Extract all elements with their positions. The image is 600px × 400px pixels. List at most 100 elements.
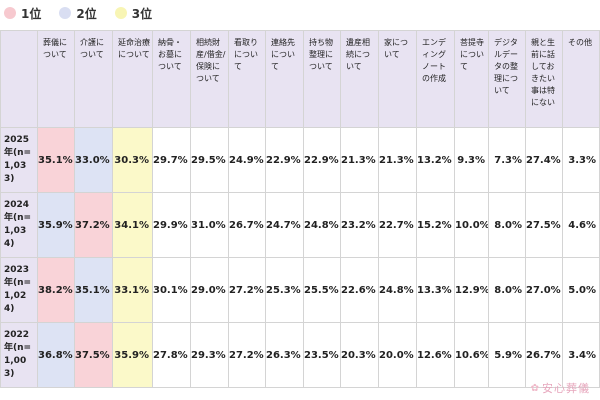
- value-cell: 35.9%: [112, 322, 153, 388]
- logo-text: 安心葬儀: [542, 382, 590, 395]
- header-row: 葬儀について 介護について 延命治療について 納骨・お墓について 相続財産/借金/保険に…: [0, 30, 600, 128]
- column-header: 親と生前に話しておきたい事は特にない: [525, 30, 563, 128]
- value-cell: 27.4%: [525, 127, 563, 193]
- corner-cell: [0, 30, 38, 128]
- value-cell: 8.0%: [488, 257, 526, 323]
- value-cell: 13.3%: [416, 257, 455, 323]
- row-label: 2023年(n=1,024): [0, 257, 38, 323]
- column-header: 遺産相続について: [340, 30, 379, 128]
- table-row: 2023年(n=1,024) 38.2% 35.1% 33.1% 30.1% 29.0% 2…: [0, 257, 600, 323]
- column-header: 看取りについて: [228, 30, 266, 128]
- table-row: 2025年(n=1,033) 35.1% 33.0% 30.3% 29.7% 29.5% 2…: [0, 127, 600, 193]
- value-cell: 25.3%: [265, 257, 304, 323]
- value-cell: 26.7%: [525, 322, 563, 388]
- row-label: 2025年(n=1,033): [0, 127, 38, 193]
- value-cell: 27.8%: [152, 322, 191, 388]
- column-header: 介護について: [74, 30, 113, 128]
- value-cell: 29.3%: [190, 322, 229, 388]
- column-header: 持ち物整理について: [303, 30, 341, 128]
- legend: 1位 2位 3位: [4, 3, 152, 23]
- value-cell: 22.9%: [303, 127, 341, 193]
- value-cell: 3.4%: [562, 322, 600, 388]
- column-header: 連絡先について: [265, 30, 304, 128]
- value-cell: 21.3%: [378, 127, 417, 193]
- value-cell: 35.9%: [37, 192, 75, 258]
- value-cell: 36.8%: [37, 322, 75, 388]
- survey-table: 葬儀について 介護について 延命治療について 納骨・お墓について 相続財産/借金/保険に…: [0, 30, 600, 388]
- column-header: デジタルデータの整理について: [488, 30, 526, 128]
- value-cell: 35.1%: [74, 257, 113, 323]
- value-cell: 38.2%: [37, 257, 75, 323]
- value-cell: 26.3%: [265, 322, 304, 388]
- value-cell: 9.3%: [454, 127, 489, 193]
- legend-label-rank-3: 3位: [131, 6, 153, 21]
- value-cell: 33.0%: [74, 127, 113, 193]
- value-cell: 29.7%: [152, 127, 191, 193]
- column-header: エンディングノートの作成: [416, 30, 455, 128]
- value-cell: 27.0%: [525, 257, 563, 323]
- value-cell: 31.0%: [190, 192, 229, 258]
- value-cell: 24.9%: [228, 127, 266, 193]
- value-cell: 27.2%: [228, 257, 266, 323]
- legend-item-rank-1: 1位: [4, 5, 41, 22]
- value-cell: 5.9%: [488, 322, 526, 388]
- legend-swatch-rank-3: [114, 7, 127, 19]
- brand-logo: ✿ 安心葬儀: [531, 380, 590, 396]
- column-header: 菩提寺について: [454, 30, 489, 128]
- column-header: 相続財産/借金/保険について: [190, 30, 229, 128]
- legend-label-rank-1: 1位: [21, 6, 42, 21]
- value-cell: 30.3%: [112, 127, 153, 193]
- value-cell: 29.0%: [190, 257, 229, 323]
- value-cell: 15.2%: [416, 192, 455, 258]
- legend-item-rank-2: 2位: [59, 5, 97, 22]
- value-cell: 26.7%: [228, 192, 266, 258]
- value-cell: 33.1%: [112, 257, 153, 323]
- table-row: 2024年(n=1,034) 35.9% 37.2% 34.1% 29.9% 31.0% 2…: [0, 192, 600, 258]
- value-cell: 25.5%: [303, 257, 341, 323]
- value-cell: 30.1%: [152, 257, 191, 323]
- flower-icon: ✿: [530, 382, 540, 394]
- value-cell: 10.6%: [454, 322, 489, 388]
- value-cell: 12.6%: [416, 322, 455, 388]
- value-cell: 12.9%: [454, 257, 489, 323]
- value-cell: 22.9%: [265, 127, 304, 193]
- value-cell: 22.6%: [340, 257, 379, 323]
- column-header: 家について: [378, 30, 417, 128]
- value-cell: 4.6%: [562, 192, 600, 258]
- value-cell: 10.0%: [454, 192, 489, 258]
- value-cell: 20.3%: [340, 322, 379, 388]
- legend-label-rank-2: 2位: [76, 6, 97, 21]
- value-cell: 3.3%: [562, 127, 600, 193]
- column-header: 納骨・お墓について: [152, 30, 191, 128]
- legend-item-rank-3: 3位: [114, 5, 153, 22]
- value-cell: 35.1%: [37, 127, 75, 193]
- value-cell: 7.3%: [488, 127, 526, 193]
- value-cell: 29.5%: [190, 127, 229, 193]
- value-cell: 22.7%: [378, 192, 417, 258]
- value-cell: 37.5%: [74, 322, 113, 388]
- legend-swatch-rank-2: [59, 7, 72, 19]
- value-cell: 24.8%: [378, 257, 417, 323]
- column-header: 延命治療について: [112, 30, 153, 128]
- value-cell: 37.2%: [74, 192, 113, 258]
- row-label: 2024年(n=1,034): [0, 192, 38, 258]
- table-body: 2025年(n=1,033) 35.1% 33.0% 30.3% 29.7% 29.5% 2…: [0, 127, 600, 388]
- value-cell: 29.9%: [152, 192, 191, 258]
- value-cell: 8.0%: [488, 192, 526, 258]
- value-cell: 34.1%: [112, 192, 153, 258]
- legend-swatch-rank-1: [4, 7, 16, 19]
- value-cell: 24.7%: [265, 192, 304, 258]
- value-cell: 5.0%: [562, 257, 600, 323]
- column-header: 葬儀について: [37, 30, 75, 128]
- value-cell: 13.2%: [416, 127, 455, 193]
- value-cell: 23.2%: [340, 192, 379, 258]
- value-cell: 24.8%: [303, 192, 341, 258]
- value-cell: 20.0%: [378, 322, 417, 388]
- row-label: 2022年(n=1,003): [0, 322, 38, 388]
- value-cell: 23.5%: [303, 322, 341, 388]
- value-cell: 27.5%: [525, 192, 563, 258]
- value-cell: 21.3%: [340, 127, 379, 193]
- column-header: その他: [562, 30, 600, 128]
- value-cell: 27.2%: [228, 322, 266, 388]
- table-row: 2022年(n=1,003) 36.8% 37.5% 35.9% 27.8% 29.3% 2…: [0, 322, 600, 388]
